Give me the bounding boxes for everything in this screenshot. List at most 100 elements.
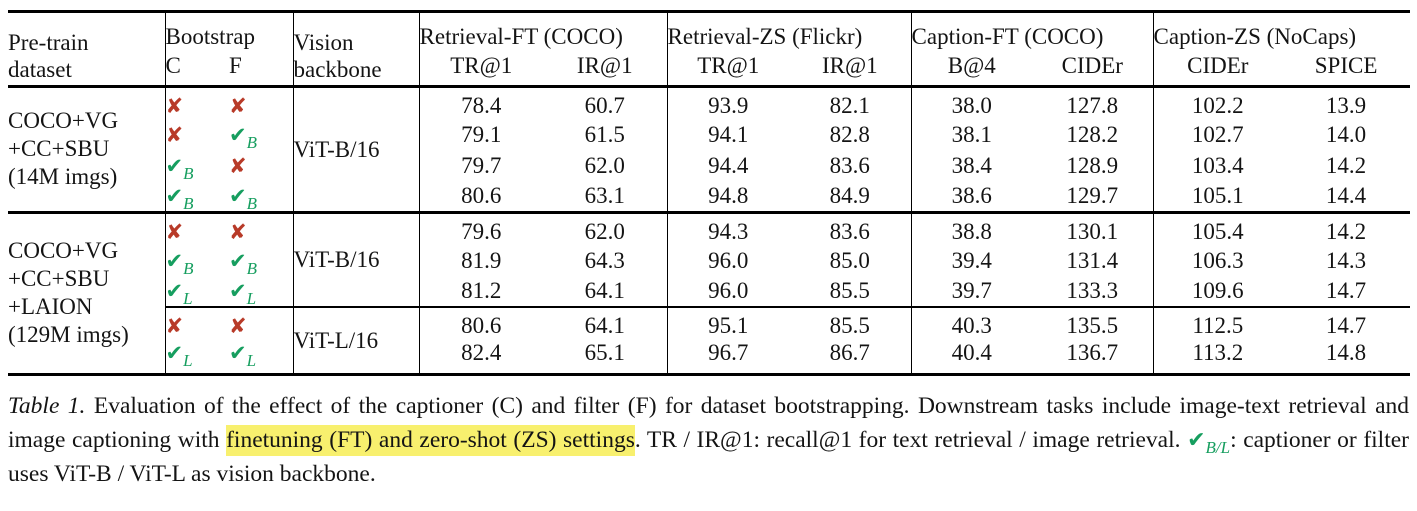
dataset-cell-129m: COCO+VG +CC+SBU +LAION (129M imgs)	[8, 212, 165, 374]
metric-cell: 64.1	[543, 275, 668, 308]
check-icon: ✔	[1187, 427, 1206, 453]
caption-text: Evaluation of the effect of the captione…	[8, 392, 1409, 453]
header-filter-f: F	[229, 52, 294, 88]
bootstrap-f-cell: ✔B	[229, 245, 293, 277]
check-icon: ✔	[229, 248, 247, 273]
metric-cell: 78.4	[418, 86, 544, 119]
metric-cell: 83.6	[829, 218, 870, 244]
metric-cell: 83.6	[829, 153, 870, 178]
metric-cell: 14.7	[1325, 312, 1367, 338]
header-tr1-zs: TR@1	[666, 52, 790, 88]
metric-cell: 135.5	[1066, 312, 1119, 338]
header-retrieval-zs: Retrieval-ZS (Flickr)	[666, 11, 912, 52]
header-vision-backbone: Vision backbone	[292, 11, 420, 88]
header-caption-zs: Caption-ZS (NoCaps)	[1152, 11, 1411, 52]
metric-cell: 82.1	[829, 93, 870, 118]
cross-icon: ✘	[165, 219, 184, 244]
backbone-cell: ViT-B/16	[292, 86, 420, 214]
metric-cell: 39.4	[910, 244, 1033, 276]
backbone-subscript: L	[183, 289, 193, 308]
backbone-subscript: B	[246, 194, 257, 214]
metric-cell: 131.4	[1066, 247, 1119, 273]
cross-icon: ✘	[165, 313, 184, 338]
metric-cell: 14.2	[1325, 153, 1367, 178]
metric-cell: 103.4	[1152, 150, 1283, 181]
metric-cell: 81.2	[418, 275, 544, 308]
metric-cell: 63.1	[543, 181, 668, 214]
bootstrap-f-cell: ✘	[229, 307, 293, 339]
bootstrap-c-cell: ✔B	[164, 181, 229, 214]
metric-cell: 85.5	[829, 312, 870, 338]
metric-cell: 130.1	[1066, 218, 1119, 244]
metric-cell: 81.9	[418, 244, 544, 276]
metric-cell: 84.9	[789, 181, 912, 214]
metric-cell: 62.0	[584, 218, 625, 244]
metric-cell: 106.3	[1152, 244, 1283, 276]
header-caption-ft: Caption-FT (COCO)	[910, 11, 1154, 52]
bootstrap-c-cell: ✔L	[164, 338, 229, 374]
check-icon: ✔	[165, 248, 184, 273]
bootstrap-f-cell: ✘	[229, 212, 293, 245]
metric-cell: 38.6	[910, 181, 1033, 214]
metric-cell: 65.1	[584, 339, 625, 365]
metric-cell: 38.1	[910, 119, 1033, 150]
check-icon: ✔	[229, 279, 247, 303]
backbone-subscript: B	[246, 133, 257, 152]
header-backbone-line1: Vision	[293, 30, 354, 55]
backbone-cell: ViT-B/16	[292, 212, 420, 308]
metric-cell: 14.8	[1325, 339, 1367, 365]
cross-icon: ✘	[165, 94, 184, 118]
dataset-line: +CC+SBU	[8, 136, 110, 162]
metric-cell: 62.0	[584, 153, 625, 178]
table-row: ✔L ✔L 82.4 65.1 96.7 86.7 40.4 136.7 113…	[8, 338, 1410, 374]
caption-text: . TR / IR@1: recall@1 for text retrieval…	[634, 426, 1188, 453]
metric-cell: 128.9	[1066, 153, 1119, 178]
table-row: COCO+VG +CC+SBU +LAION (129M imgs) ✘ ✘ V…	[8, 212, 1410, 347]
metric-cell: 109.6	[1152, 275, 1283, 308]
metric-cell: 14.7	[1282, 275, 1411, 308]
metric-cell: 136.7	[1066, 339, 1119, 365]
metric-cell: 14.4	[1282, 181, 1411, 214]
bootstrap-c-cell: ✘	[164, 212, 229, 245]
metric-cell: 129.7	[1032, 181, 1154, 214]
backbone-cell: ViT-L/16	[292, 306, 420, 374]
metric-cell: 102.2	[1152, 86, 1283, 119]
metric-cell: 94.4	[666, 150, 790, 181]
bootstrap-f-cell: ✘	[229, 87, 293, 120]
table-row: ✘ ✔B 79.1 61.5 94.1 82.8 38.1 128.2 102.…	[8, 119, 1410, 152]
metric-cell: 93.9	[666, 86, 790, 119]
check-icon: ✔	[165, 340, 184, 365]
metric-cell: 14.2	[1325, 218, 1367, 244]
table-row: ✔L ✔L 81.2 64.1 96.0 85.5 39.7 133.3 109…	[8, 275, 1411, 308]
header-spice: SPICE	[1282, 52, 1411, 88]
header-captioner-c: C	[164, 52, 229, 88]
metric-cell: 40.4	[910, 338, 1033, 374]
bootstrap-c-cell: ✘	[164, 306, 229, 339]
table-row: ✔B ✘ 79.7 62.0 94.4 83.6 38.4 128.9 103.…	[8, 150, 1410, 183]
table-row: ✘ ✘ ViT-L/16 80.6 64.1 95.1 85.5 40.3 13…	[8, 306, 1410, 374]
check-icon: ✔	[165, 279, 184, 303]
metric-cell: 127.8	[1066, 93, 1119, 118]
metric-cell: 79.1	[418, 119, 544, 150]
metric-cell: 128.2	[1066, 122, 1119, 147]
metric-cell: 82.8	[829, 122, 870, 147]
backbone-subscript: B	[183, 258, 194, 278]
metric-cell: 95.1	[666, 306, 790, 339]
metric-cell: 133.3	[1032, 275, 1154, 308]
metric-cell: 85.5	[789, 275, 912, 308]
header-cider-ft: CIDEr	[1032, 52, 1154, 88]
table-row: COCO+VG +CC+SBU (14M imgs) ✘ ✘ ViT-B/16 …	[8, 86, 1410, 214]
header-pretrain-line2: dataset	[8, 57, 72, 82]
backbone-subscript: B	[183, 194, 194, 214]
caption-text: : captioner or filter uses ViT-B / ViT-L…	[8, 426, 1409, 487]
bootstrap-c-cell: ✔L	[164, 275, 229, 308]
backbone-subscript: B/L	[1205, 437, 1231, 457]
backbone-subscript: B	[183, 164, 194, 183]
metric-cell: 14.0	[1325, 122, 1367, 147]
dataset-line: (14M imgs)	[8, 164, 118, 190]
bootstrap-f-cell: ✔B	[229, 181, 294, 214]
metric-cell: 86.7	[829, 339, 870, 365]
header-retrieval-ft: Retrieval-FT (COCO)	[418, 11, 668, 52]
header-tr1-ft: TR@1	[418, 52, 544, 88]
metric-cell: 102.7	[1152, 119, 1283, 150]
